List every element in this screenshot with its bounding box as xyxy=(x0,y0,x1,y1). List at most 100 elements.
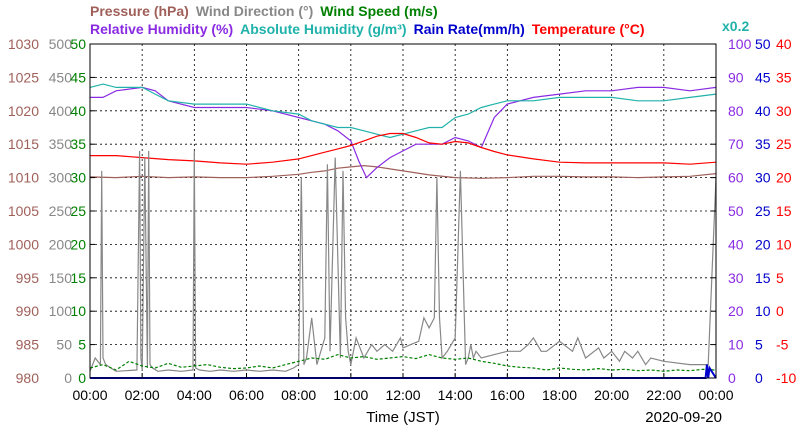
x-tick-label: 12:00 xyxy=(385,387,420,403)
y-tick-label: 0 xyxy=(728,370,736,386)
y-tick-label: 20 xyxy=(776,170,792,186)
y-tick-label: 0 xyxy=(64,370,72,386)
y-tick-label: 30 xyxy=(70,170,86,186)
legend-entry: Pressure (hPa) xyxy=(90,3,189,19)
x-tick-label: 06:00 xyxy=(229,387,264,403)
x-tick-label: 20:00 xyxy=(594,387,629,403)
y-tick-label: -10 xyxy=(776,370,796,386)
y-tick-label: 300 xyxy=(49,170,73,186)
y-tick-label: 5 xyxy=(755,337,763,353)
y-tick-label: 35 xyxy=(776,69,792,85)
y-tick-label: 20 xyxy=(728,303,744,319)
series-line xyxy=(90,86,717,179)
y-tick-label: 15 xyxy=(755,270,771,286)
x-tick-label: 22:00 xyxy=(646,387,681,403)
y-tick-label: 80 xyxy=(728,103,744,119)
y-tick-label: 90 xyxy=(728,69,744,85)
y-tick-label: 40 xyxy=(776,36,792,52)
x-tick-label: 14:00 xyxy=(438,387,473,403)
y-tick-label: 990 xyxy=(16,303,40,319)
x-tick-label: 08:00 xyxy=(281,387,316,403)
x-tick-label: 16:00 xyxy=(490,387,525,403)
y-tick-label: 35 xyxy=(755,136,771,152)
y-tick-label: 1015 xyxy=(8,136,39,152)
y-tick-label: 0 xyxy=(78,370,86,386)
y-tick-label: 1020 xyxy=(8,103,39,119)
y-tick-label: 980 xyxy=(16,370,40,386)
x-tick-label: 02:00 xyxy=(125,387,160,403)
y-tick-label: 50 xyxy=(56,337,72,353)
y-tick-label: 50 xyxy=(70,36,86,52)
y-tick-label: 30 xyxy=(776,103,792,119)
y-tick-label: 45 xyxy=(70,69,86,85)
y-tick-label: 1025 xyxy=(8,69,39,85)
y-tick-label: 40 xyxy=(728,236,744,252)
series-line xyxy=(89,83,717,139)
y-tick-label: 10 xyxy=(70,303,86,319)
x-axis: 00:00 02:00 04:00 06:00 08:00 10:00 12:00 14:00… xyxy=(72,373,734,426)
x-tick-label: 04:00 xyxy=(177,387,212,403)
series-line xyxy=(89,164,717,179)
legend-entry: Wind Direction (°) xyxy=(196,3,313,19)
x-tick-label: 18:00 xyxy=(542,387,577,403)
y-tick-label: 15 xyxy=(70,270,86,286)
y-tick-label: 450 xyxy=(49,69,73,85)
y-tick-label: 200 xyxy=(49,236,73,252)
y-tick-label: 150 xyxy=(49,270,73,286)
y-tick-label: 1005 xyxy=(8,203,39,219)
y-tick-label: 100 xyxy=(728,36,752,52)
y-tick-label: 30 xyxy=(755,170,771,186)
y-tick-label: 20 xyxy=(755,236,771,252)
y-tick-label: 25 xyxy=(776,136,792,152)
grid xyxy=(90,44,716,378)
legend-entry: Temperature (°C) xyxy=(532,21,645,37)
legend: Pressure (hPa) Wind Direction (°) Wind Spe… xyxy=(90,3,749,37)
y-tick-label: 100 xyxy=(49,303,73,319)
series-layer xyxy=(89,83,717,379)
y-tick-label: 10 xyxy=(776,236,792,252)
y-tick-label: 985 xyxy=(16,337,40,353)
y-tick-label: 40 xyxy=(70,103,86,119)
legend-entry: Absolute Humidity (g/m³) xyxy=(240,21,406,37)
y-tick-label: 10 xyxy=(728,337,744,353)
x-tick-label: 10:00 xyxy=(333,387,368,403)
y-tick-label: 1010 xyxy=(8,170,39,186)
y-tick-label: 0 xyxy=(776,303,784,319)
y-tick-label: 250 xyxy=(49,203,73,219)
y-tick-label: 45 xyxy=(755,69,771,85)
y-tick-label: 35 xyxy=(70,136,86,152)
legend-entry: Relative Humidity (%) xyxy=(90,21,233,37)
y-tick-label: 30 xyxy=(728,270,744,286)
legend-entry: Rain Rate(mm/h) xyxy=(414,21,525,37)
y-tick-label: 5 xyxy=(78,337,86,353)
y-tick-label: 25 xyxy=(755,203,771,219)
x-axis-label: Time (JST) xyxy=(366,409,440,426)
y-tick-label: 25 xyxy=(70,203,86,219)
y-tick-label: 995 xyxy=(16,270,40,286)
y-tick-label: 50 xyxy=(755,36,771,52)
y-tick-label: 1000 xyxy=(8,236,39,252)
date-label: 2020-09-20 xyxy=(645,409,722,426)
y-tick-label: 1030 xyxy=(8,36,39,52)
y-axes: 1030102510201015101010051000995990985980… xyxy=(8,36,797,386)
series-line xyxy=(89,353,717,372)
y-tick-label: -5 xyxy=(776,337,789,353)
y-tick-label: 5 xyxy=(776,270,784,286)
y-tick-label: 350 xyxy=(49,136,73,152)
series-line xyxy=(89,150,717,372)
x-tick-label: 00:00 xyxy=(72,387,107,403)
y-tick-label: 40 xyxy=(755,103,771,119)
y-tick-label: 50 xyxy=(728,203,744,219)
ah-scale-note: x0.2 xyxy=(722,18,749,34)
x-tick-label: 00:00 xyxy=(698,387,733,403)
y-tick-label: 500 xyxy=(49,36,73,52)
legend-row-1: Pressure (hPa) Wind Direction (°) Wind Spe… xyxy=(90,3,438,19)
y-tick-label: 10 xyxy=(755,303,771,319)
legend-row-2: Relative Humidity (%) Absolute Humidity (… xyxy=(90,21,645,37)
series-line xyxy=(90,132,717,165)
y-tick-label: 400 xyxy=(49,103,73,119)
legend-entry: Wind Speed (m/s) xyxy=(320,3,437,19)
y-tick-label: 15 xyxy=(776,203,792,219)
y-tick-label: 20 xyxy=(70,236,86,252)
